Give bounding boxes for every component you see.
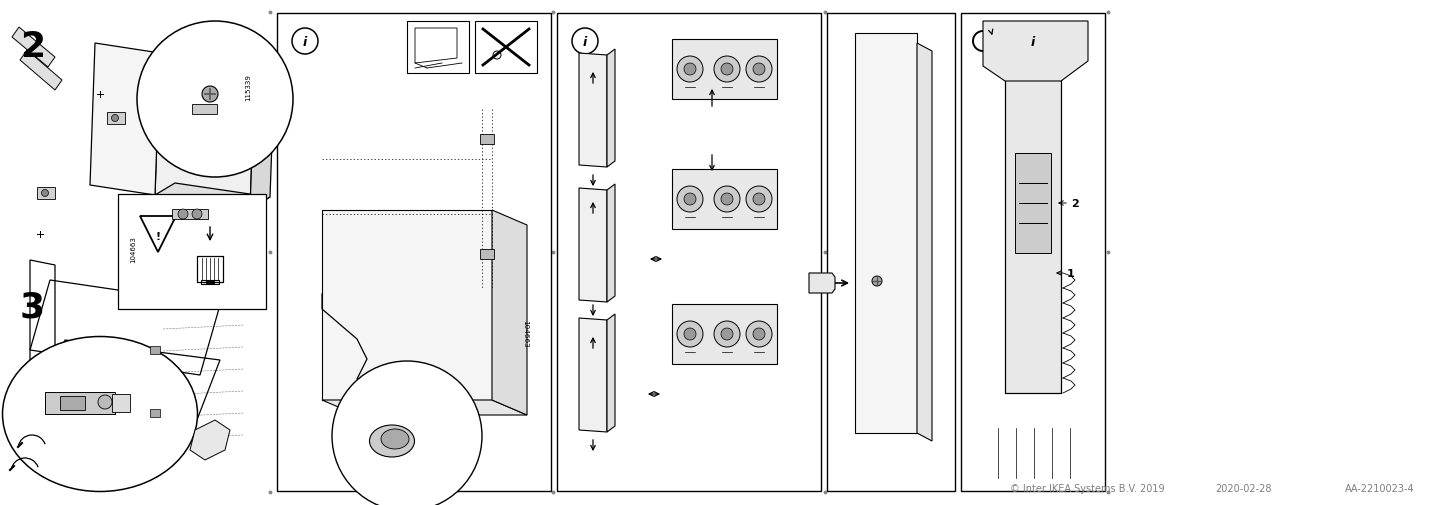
- Polygon shape: [155, 54, 255, 210]
- Bar: [198, 257, 223, 282]
- Circle shape: [97, 395, 112, 409]
- Bar: [557, 14, 821, 491]
- Polygon shape: [579, 54, 607, 168]
- Text: i: i: [304, 35, 306, 48]
- Bar: [480, 249, 494, 260]
- Text: 2: 2: [20, 30, 46, 64]
- Text: 1: 1: [1067, 269, 1075, 278]
- Bar: [672, 170, 778, 230]
- Bar: [672, 305, 778, 364]
- Circle shape: [753, 64, 765, 76]
- Bar: [44, 392, 115, 414]
- Circle shape: [746, 57, 772, 83]
- Circle shape: [715, 321, 740, 347]
- Ellipse shape: [369, 425, 414, 457]
- Ellipse shape: [3, 337, 198, 491]
- Polygon shape: [190, 420, 231, 460]
- Bar: [147, 126, 165, 138]
- Bar: [192, 105, 218, 115]
- Text: i: i: [583, 35, 587, 48]
- Polygon shape: [809, 274, 835, 293]
- Ellipse shape: [381, 429, 410, 449]
- Polygon shape: [11, 28, 54, 68]
- Polygon shape: [322, 400, 527, 415]
- Bar: [172, 210, 208, 220]
- Bar: [276, 14, 551, 491]
- Bar: [480, 135, 494, 145]
- Circle shape: [332, 361, 483, 505]
- Polygon shape: [155, 184, 271, 210]
- Polygon shape: [322, 211, 493, 400]
- Circle shape: [746, 321, 772, 347]
- Text: 3: 3: [20, 289, 46, 323]
- Bar: [855, 34, 916, 433]
- Circle shape: [677, 321, 703, 347]
- Circle shape: [684, 328, 696, 340]
- Polygon shape: [251, 61, 275, 210]
- Circle shape: [720, 193, 733, 206]
- Bar: [672, 40, 778, 100]
- Circle shape: [202, 87, 218, 103]
- Circle shape: [192, 210, 202, 220]
- Bar: [407, 22, 470, 74]
- Bar: [961, 14, 1106, 491]
- Bar: [475, 22, 537, 74]
- Bar: [150, 409, 160, 417]
- Bar: [60, 396, 84, 410]
- Circle shape: [715, 57, 740, 83]
- Polygon shape: [579, 318, 607, 432]
- Text: 104663: 104663: [523, 320, 528, 347]
- Text: 104663: 104663: [130, 236, 136, 263]
- Polygon shape: [20, 51, 62, 91]
- Circle shape: [677, 57, 703, 83]
- Bar: [37, 188, 54, 199]
- Circle shape: [753, 193, 765, 206]
- Bar: [1015, 154, 1051, 254]
- Bar: [206, 281, 213, 283]
- Text: 115339: 115339: [245, 74, 251, 101]
- Circle shape: [677, 187, 703, 213]
- Polygon shape: [607, 315, 614, 432]
- Text: !: !: [156, 231, 160, 241]
- Polygon shape: [607, 50, 614, 168]
- Text: 2020-02-28: 2020-02-28: [1214, 483, 1272, 493]
- Circle shape: [152, 128, 159, 135]
- Circle shape: [178, 210, 188, 220]
- Polygon shape: [493, 211, 527, 415]
- Circle shape: [753, 328, 765, 340]
- Text: AA-2210023-4: AA-2210023-4: [1345, 483, 1415, 493]
- Circle shape: [42, 190, 49, 197]
- Bar: [117, 194, 266, 310]
- Circle shape: [112, 115, 119, 122]
- Bar: [1005, 74, 1061, 393]
- Polygon shape: [90, 44, 160, 195]
- Circle shape: [720, 328, 733, 340]
- Circle shape: [872, 276, 882, 286]
- Circle shape: [137, 22, 294, 178]
- Bar: [107, 113, 125, 125]
- Circle shape: [715, 187, 740, 213]
- Circle shape: [684, 193, 696, 206]
- Polygon shape: [607, 185, 614, 302]
- Bar: [828, 14, 955, 491]
- Text: 2: 2: [1071, 198, 1078, 209]
- Circle shape: [684, 64, 696, 76]
- Circle shape: [746, 187, 772, 213]
- Bar: [112, 394, 130, 412]
- Circle shape: [720, 64, 733, 76]
- Text: i: i: [1031, 35, 1035, 48]
- Text: © Inter IKEA Systems B.V. 2019: © Inter IKEA Systems B.V. 2019: [1010, 483, 1164, 493]
- Polygon shape: [579, 189, 607, 302]
- Polygon shape: [982, 22, 1088, 82]
- Bar: [200, 280, 219, 284]
- Bar: [150, 346, 160, 355]
- Polygon shape: [916, 44, 932, 441]
